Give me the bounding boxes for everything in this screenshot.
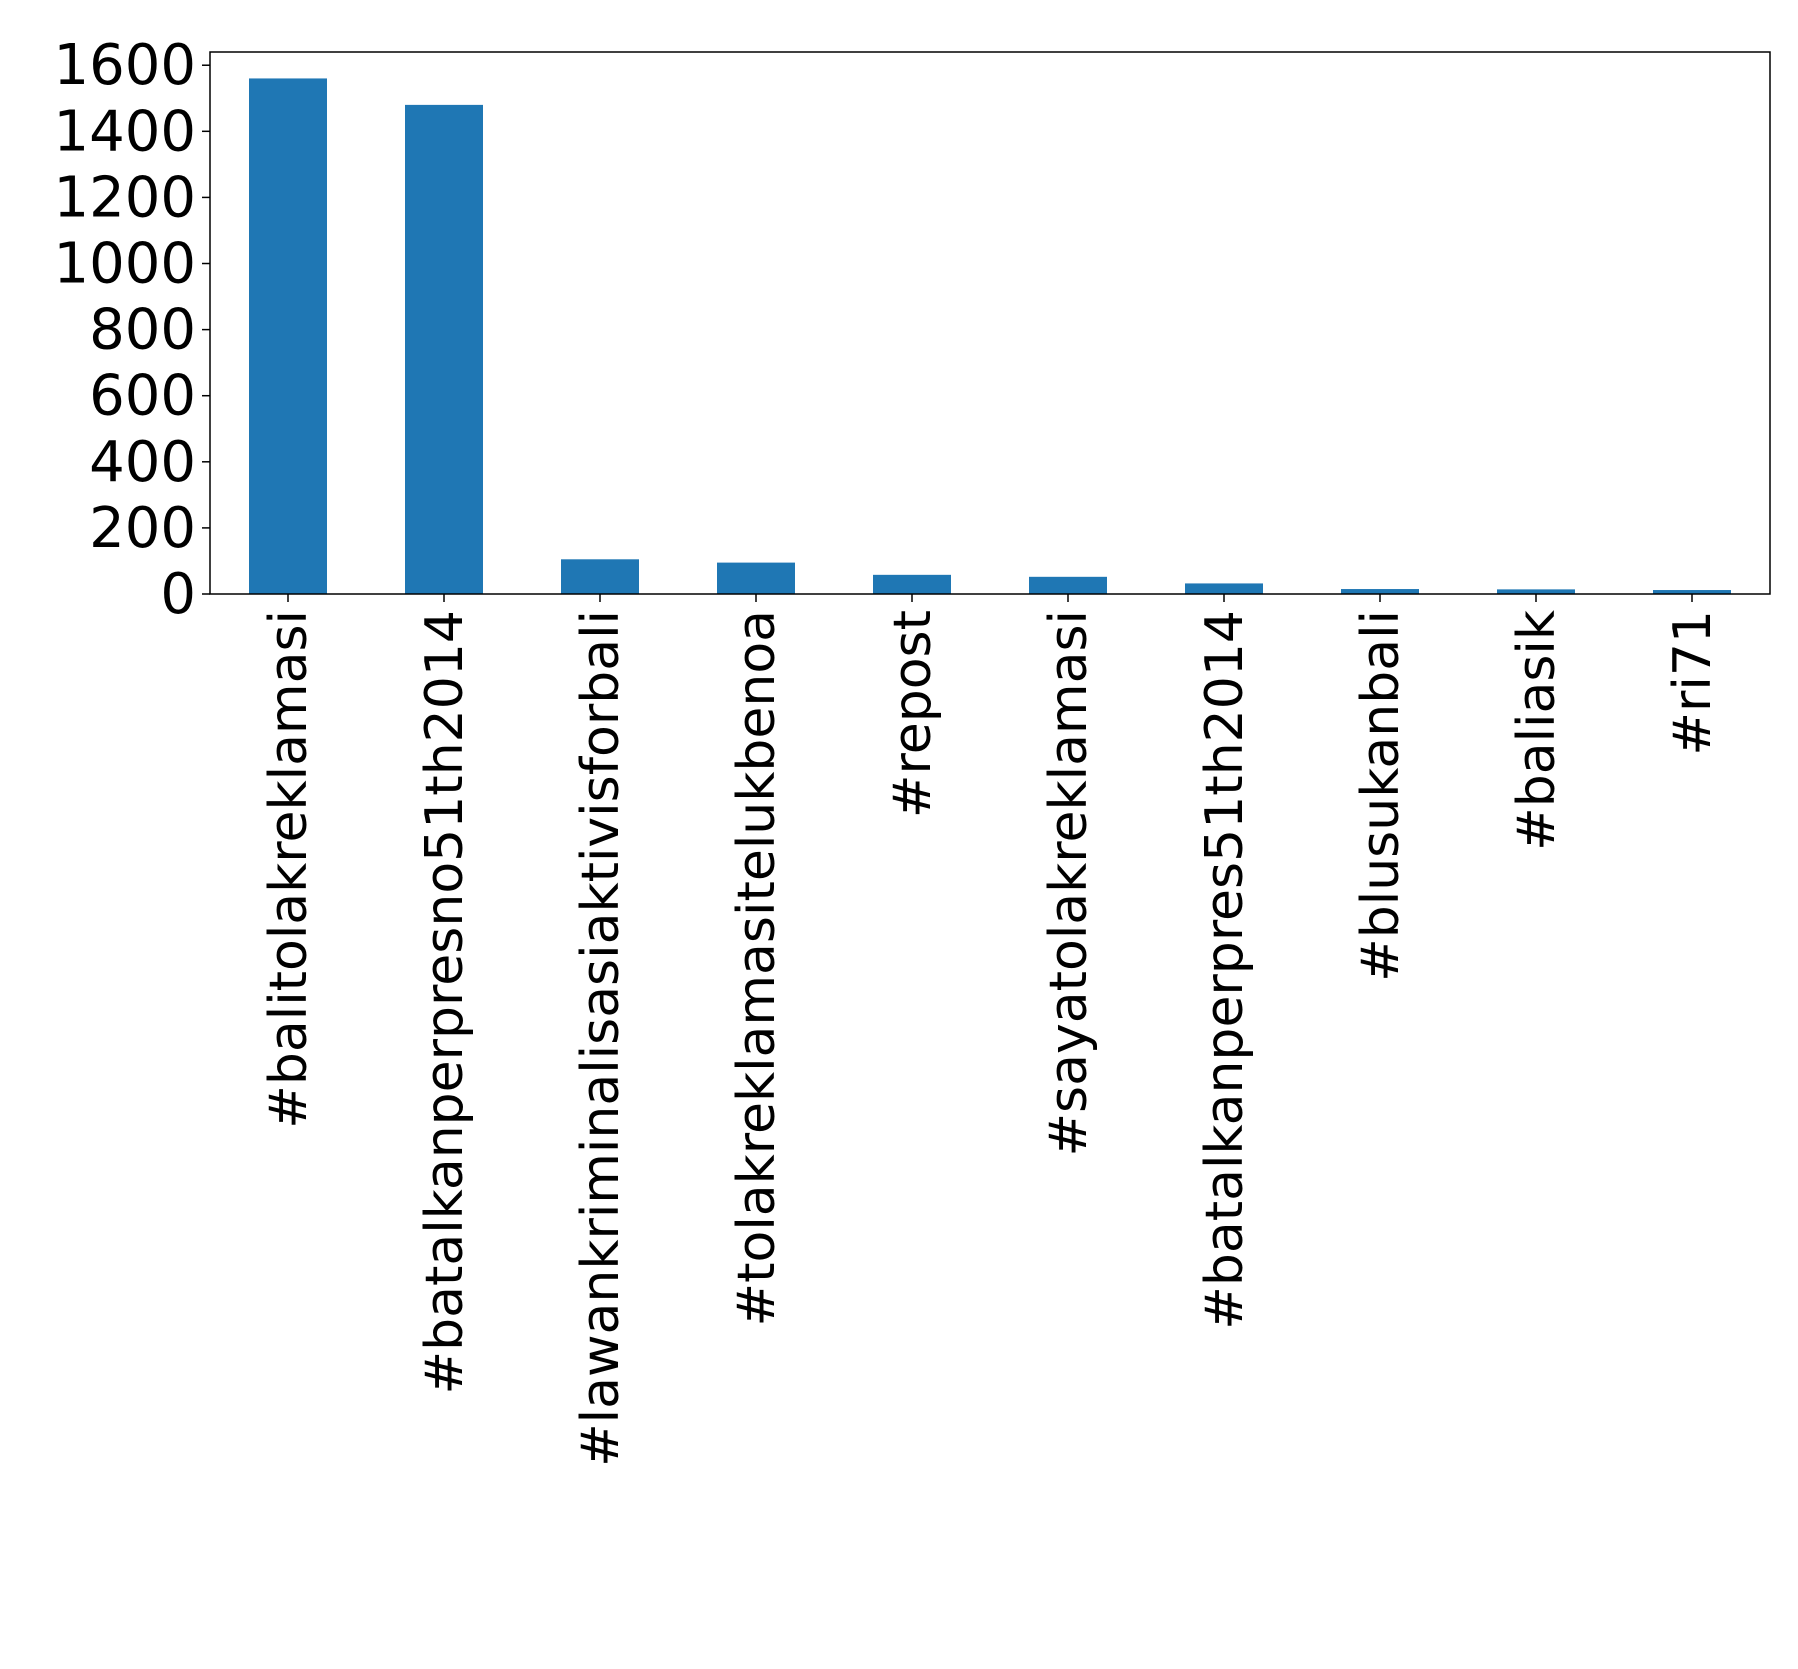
x-tick-label: #tolakreklamasitelukbenoa xyxy=(727,610,787,1326)
x-tick-label: #sayatolakreklamasi xyxy=(1039,610,1099,1157)
bar xyxy=(1185,583,1263,594)
x-tick-label: #balitolakreklamasi xyxy=(259,610,319,1129)
y-tick-label: 1200 xyxy=(53,165,196,230)
y-tick-label: 1600 xyxy=(53,33,196,98)
bars-group xyxy=(249,78,1731,594)
y-tick-label: 200 xyxy=(89,496,196,561)
x-tick-label: #blusukanbali xyxy=(1351,610,1411,982)
x-tick-label: #lawankriminalisasiaktivisforbali xyxy=(571,610,631,1467)
y-tick-label: 800 xyxy=(89,298,196,363)
bar xyxy=(561,559,639,594)
bar xyxy=(717,562,795,594)
bar xyxy=(1653,590,1731,594)
x-tick-label: #ri71 xyxy=(1663,610,1723,756)
bar xyxy=(1497,589,1575,594)
y-tick-label: 600 xyxy=(89,364,196,429)
x-tick-label: #repost xyxy=(883,610,943,818)
x-tick-label: #baliasik xyxy=(1507,610,1567,851)
y-tick-label: 1400 xyxy=(53,99,196,164)
x-tick-label: #batalkanperpresno51th2014 xyxy=(415,610,475,1395)
plot-frame xyxy=(209,51,1771,595)
bar xyxy=(1341,589,1419,594)
bar xyxy=(249,78,327,594)
x-tick-label: #batalkanperpres51th2014 xyxy=(1195,610,1255,1330)
bar xyxy=(405,104,483,594)
y-tick-label: 1000 xyxy=(53,232,196,297)
x-axis: #balitolakreklamasi #batalkanperpresno51t… xyxy=(259,594,1723,1467)
y-tick-label: 0 xyxy=(160,562,196,627)
y-tick-label: 400 xyxy=(89,430,196,495)
bar xyxy=(873,574,951,594)
bar xyxy=(1029,576,1107,594)
